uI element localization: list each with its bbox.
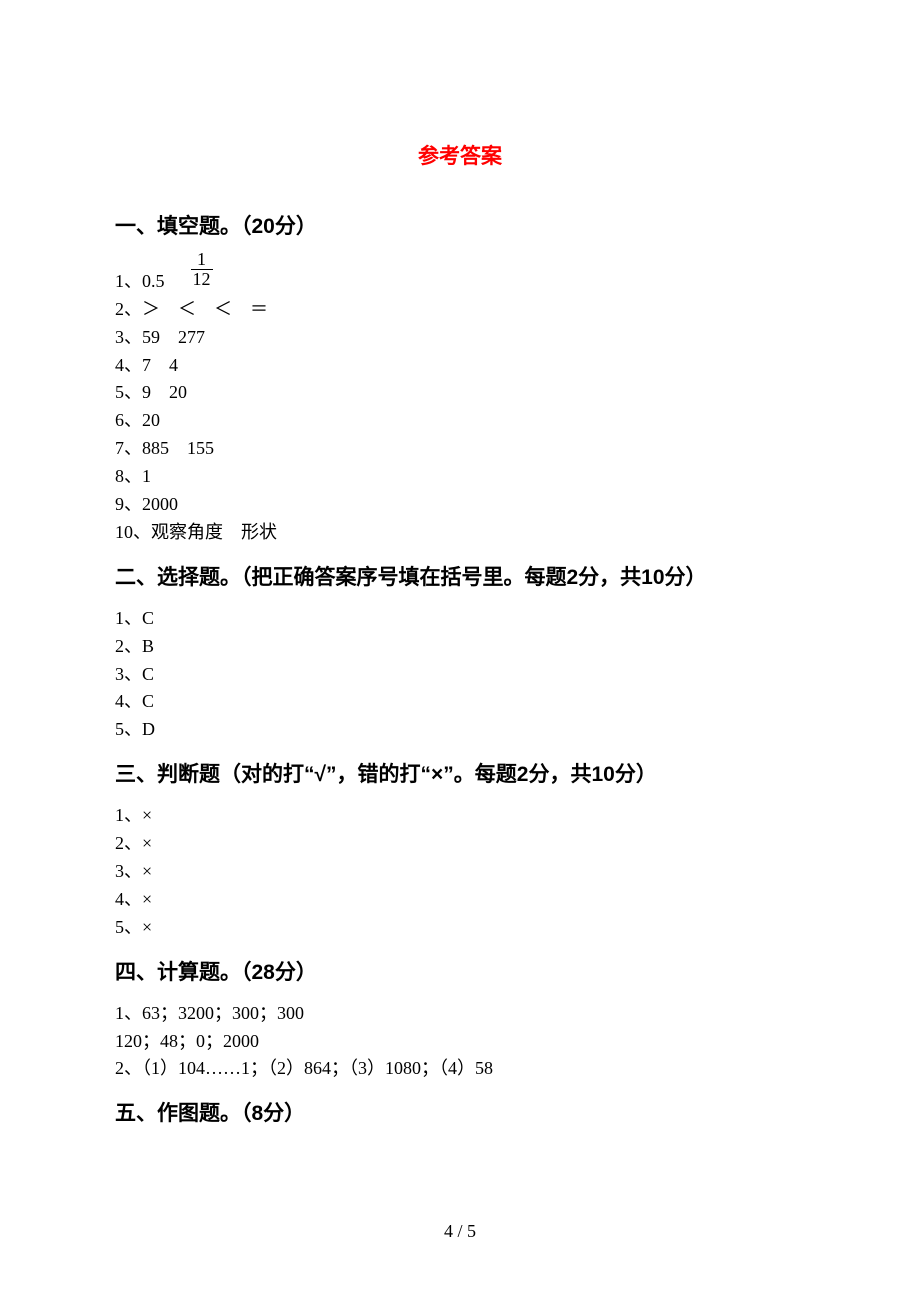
section-1-heading: 一、填空题。（20分）	[115, 210, 805, 240]
answer-3-5: 5、×	[115, 914, 805, 942]
answer-1-7: 7、885 155	[115, 435, 805, 463]
answer-2-3: 3、C	[115, 661, 805, 689]
page-number: 4 / 5	[0, 1221, 920, 1242]
answer-1-10: 10、观察角度 形状	[115, 519, 805, 547]
fraction-denominator: 12	[191, 269, 213, 289]
answer-4-2: 120；48；0；2000	[115, 1028, 805, 1056]
answer-1-4: 4、7 4	[115, 352, 805, 380]
answer-3-2: 2、×	[115, 830, 805, 858]
answer-1-6: 6、20	[115, 407, 805, 435]
answer-1-8: 8、1	[115, 463, 805, 491]
answer-1-1: 1、0.5 1 12	[115, 254, 805, 293]
section-2-heading: 二、选择题。（把正确答案序号填在括号里。每题2分，共10分）	[115, 561, 805, 591]
answer-1-1-label: 1、0.5	[115, 267, 165, 293]
answer-1-5: 5、9 20	[115, 379, 805, 407]
answer-3-3: 3、×	[115, 858, 805, 886]
answer-2-4: 4、C	[115, 688, 805, 716]
page-title: 参考答案	[115, 140, 805, 170]
section-5-heading: 五、作图题。（8分）	[115, 1097, 805, 1127]
fraction-numerator: 1	[197, 250, 206, 269]
answer-2-5: 5、D	[115, 716, 805, 744]
answer-1-2: 2、＞ ＜ ＜ ＝	[115, 296, 805, 324]
fraction-1-12: 1 12	[191, 250, 213, 289]
answer-4-1: 1、63；3200；300；300	[115, 1000, 805, 1028]
section-4-heading: 四、计算题。（28分）	[115, 956, 805, 986]
answer-1-3: 3、59 277	[115, 324, 805, 352]
answer-4-3: 2、（1）104……1；（2）864；（3）1080；（4）58	[115, 1055, 805, 1083]
answer-2-2: 2、B	[115, 633, 805, 661]
answer-3-4: 4、×	[115, 886, 805, 914]
page-container: 参考答案 一、填空题。（20分） 1、0.5 1 12 2、＞ ＜ ＜ ＝ 3、…	[0, 0, 920, 1127]
answer-3-1: 1、×	[115, 802, 805, 830]
section-3-heading: 三、判断题（对的打“√”，错的打“×”。每题2分，共10分）	[115, 758, 805, 788]
answer-1-9: 9、2000	[115, 491, 805, 519]
answer-2-1: 1、C	[115, 605, 805, 633]
